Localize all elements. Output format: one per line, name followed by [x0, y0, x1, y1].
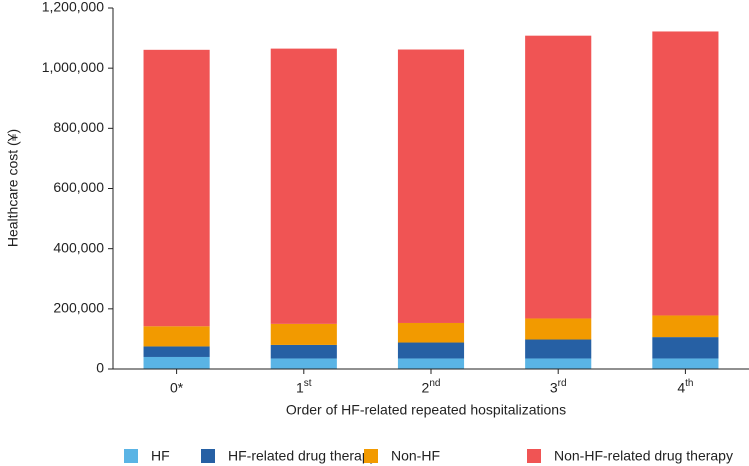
legend-swatch — [364, 449, 378, 463]
bar-segment — [270, 48, 337, 324]
y-tick-label: 800,000 — [53, 119, 104, 135]
x-tick-label: 0* — [170, 380, 184, 396]
bar-segment — [397, 49, 465, 323]
bar-segment — [143, 346, 210, 357]
legend-label: HF-related drug therapy — [228, 448, 377, 464]
y-tick-label: 1,000,000 — [42, 59, 104, 75]
x-tick-label: 1st — [296, 378, 312, 396]
y-tick-label: 1,200,000 — [42, 0, 104, 15]
legend-swatch — [124, 449, 138, 463]
legend-label: Non-HF — [391, 448, 440, 464]
bar-segment — [652, 358, 719, 369]
bar-segment — [525, 339, 592, 359]
legend-swatch — [201, 449, 215, 463]
bar-segment — [652, 315, 719, 338]
legend-swatch — [527, 449, 541, 463]
bar-segment — [143, 356, 210, 369]
y-tick-label: 200,000 — [53, 300, 104, 316]
bar-segment — [397, 358, 465, 369]
x-tick-label: 3rd — [550, 378, 567, 396]
x-tick-label: 2nd — [422, 378, 441, 396]
x-tick-label: 4th — [677, 378, 693, 396]
bar-segment — [652, 31, 719, 316]
bar-segment — [652, 337, 719, 359]
bar-segment — [270, 344, 337, 359]
bar-segment — [525, 358, 592, 369]
bar-segment — [270, 323, 337, 345]
y-tick-label: 400,000 — [53, 239, 104, 255]
bar-segment — [397, 322, 465, 343]
y-tick-label: 0 — [96, 360, 104, 376]
y-axis-title: Healthcare cost (¥) — [5, 129, 21, 247]
y-tick-label: 600,000 — [53, 179, 104, 195]
x-axis-title: Order of HF-related repeated hospitaliza… — [286, 402, 566, 418]
bar-segment — [525, 35, 592, 319]
bar-segment — [143, 326, 210, 347]
bar-segment — [525, 318, 592, 340]
legend-label: Non-HF-related drug therapy — [554, 448, 733, 464]
legend-label: HF — [151, 448, 170, 464]
bar-segment — [270, 358, 337, 369]
bar-segment — [397, 342, 465, 359]
bar-segment — [143, 49, 210, 327]
